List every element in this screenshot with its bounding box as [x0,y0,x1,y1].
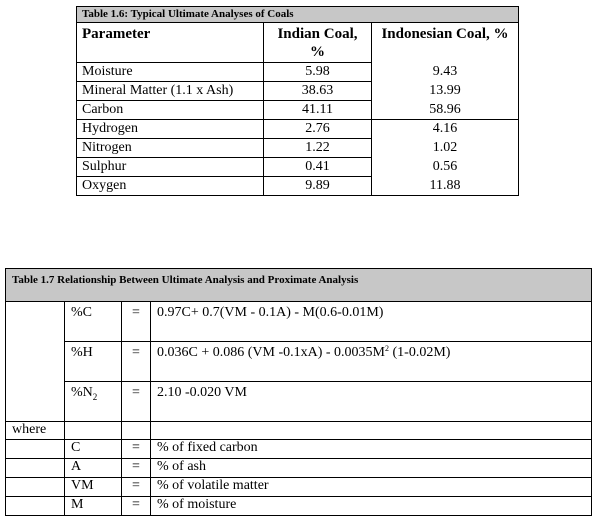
table-row: Carbon 41.11 58.96 [76,100,519,120]
definition-symbol: C [64,439,122,459]
formula-symbol: %N2 [64,381,122,422]
formula-expression: 0.036C + 0.086 (VM -0.1xA) - 0.0035M2 (1… [150,341,593,382]
parameter-cell: Sulphur [76,157,264,177]
definition-text: % of moisture [150,496,593,516]
empty-cell [5,301,65,342]
indian-value-cell: 5.98 [263,62,372,82]
definition-text: % of fixed carbon [150,439,593,459]
equals-sign: = [121,477,151,497]
formula-row: %N2 = 2.10 -0.020 VM [5,381,593,422]
parameter-cell: Carbon [76,100,264,120]
ultimate-proximate-relationship-table: Table 1.7 Relationship Between Ultimate … [4,268,593,516]
parameter-cell: Nitrogen [76,138,264,158]
parameter-cell: Mineral Matter (1.1 x Ash) [76,81,264,101]
indonesian-value-cell: 13.99 [371,81,519,101]
table-row: Moisture 5.98 9.43 [76,62,519,82]
definition-symbol: VM [64,477,122,497]
table-caption: Table 1.6: Typical Ultimate Analyses of … [76,6,519,23]
indian-value-cell: 41.11 [263,100,372,120]
definition-row: A = % of ash [5,458,593,478]
indonesian-value-cell: 9.43 [371,62,519,82]
ultimate-analyses-table: Table 1.6: Typical Ultimate Analyses of … [76,6,519,196]
where-label: where [5,421,65,440]
empty-cell [121,421,151,440]
table-header-row: Parameter Indian Coal, % Indonesian Coal… [76,22,519,63]
equals-sign: = [121,301,151,342]
formula-expression: 0.97C+ 0.7(VM - 0.1A) - M(0.6-0.01M) [150,301,593,342]
parameter-cell: Oxygen [76,176,264,196]
formula-symbol-subscript: 2 [92,391,98,402]
column-header-indonesian: Indonesian Coal, % [371,22,519,63]
indian-value-cell: 1.22 [263,138,372,158]
definition-symbol: M [64,496,122,516]
definition-row: VM = % of volatile matter [5,477,593,497]
definition-text: % of ash [150,458,593,478]
indian-value-cell: 2.76 [263,119,372,139]
empty-cell [5,458,65,478]
formula-tail: (1-0.02M) [389,345,451,360]
indonesian-value-cell: 1.02 [371,138,519,158]
table-row: Oxygen 9.89 11.88 [76,176,519,196]
column-header-parameter: Parameter [76,22,264,63]
parameter-cell: Moisture [76,62,264,82]
table-caption: Table 1.7 Relationship Between Ultimate … [4,268,593,302]
formula-symbol: %C [64,301,122,342]
empty-cell [64,421,122,440]
equals-sign: = [121,439,151,459]
empty-cell [150,421,593,440]
indonesian-value-cell: 4.16 [371,119,519,139]
table-row: Hydrogen 2.76 4.16 [76,119,519,139]
formula-row: %H = 0.036C + 0.086 (VM -0.1xA) - 0.0035… [5,341,593,382]
definition-symbol: A [64,458,122,478]
empty-cell [5,341,65,382]
equals-sign: = [121,381,151,422]
empty-cell [5,496,65,516]
empty-cell [5,477,65,497]
indonesian-value-cell: 58.96 [371,100,519,120]
definition-text: % of volatile matter [150,477,593,497]
indian-value-cell: 9.89 [263,176,372,196]
where-row: where [5,421,593,440]
table-row: Mineral Matter (1.1 x Ash) 38.63 13.99 [76,81,519,101]
indonesian-value-cell: 11.88 [371,176,519,196]
formula-superscript: 2 [385,344,389,353]
indian-value-cell: 0.41 [263,157,372,177]
formula-expression: 2.10 -0.020 VM [150,381,593,422]
equals-sign: = [121,458,151,478]
empty-cell [5,381,65,422]
definition-row: C = % of fixed carbon [5,439,593,459]
empty-cell [5,439,65,459]
formula-symbol: %H [64,341,122,382]
table-row: Sulphur 0.41 0.56 [76,157,519,177]
table-row: Nitrogen 1.22 1.02 [76,138,519,158]
formula-row: %C = 0.97C+ 0.7(VM - 0.1A) - M(0.6-0.01M… [5,301,593,342]
formula-symbol-main: %N [71,385,93,400]
indian-value-cell: 38.63 [263,81,372,101]
definition-row: M = % of moisture [5,496,593,516]
parameter-cell: Hydrogen [76,119,264,139]
formula-main: 0.036C + 0.086 (VM -0.1xA) - 0.0035M [157,345,385,360]
equals-sign: = [121,496,151,516]
equals-sign: = [121,341,151,382]
column-header-indian: Indian Coal, % [263,22,372,63]
indonesian-value-cell: 0.56 [371,157,519,177]
